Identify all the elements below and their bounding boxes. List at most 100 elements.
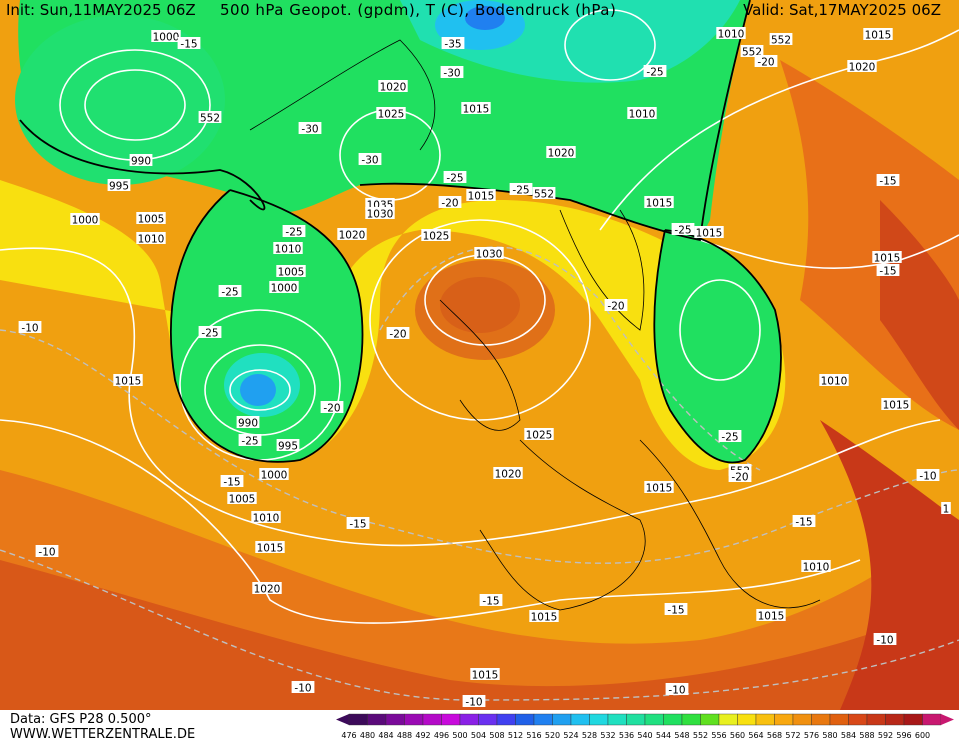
contour-label: 1005 xyxy=(227,492,257,506)
scale-swatch xyxy=(829,713,849,726)
scale-swatch xyxy=(459,713,479,726)
contour-label-text: -15 xyxy=(795,517,812,529)
contour-label-text: -25 xyxy=(285,227,302,239)
contour-label: 1015 xyxy=(466,189,496,203)
warm-region-se xyxy=(820,420,959,710)
contour-label-text: -25 xyxy=(646,67,663,79)
contour-label-text: -15 xyxy=(879,176,896,188)
scale-swatch xyxy=(922,713,942,726)
contour-label: 552 xyxy=(532,187,556,201)
scale-tick-label: 480 xyxy=(360,731,375,740)
contour-label-text: 552 xyxy=(771,35,791,47)
scale-tick-label: 504 xyxy=(471,731,486,740)
contour-label: -15 xyxy=(220,475,244,489)
contour-label: 1015 xyxy=(644,481,674,495)
contour-label-text: -15 xyxy=(223,477,240,489)
contour-label-text: 1020 xyxy=(380,82,407,94)
contour-label: 995 xyxy=(276,439,300,453)
coastlines xyxy=(249,39,821,611)
map-title: 500 hPa Geopot. (gpdm), T (C), Bodendruc… xyxy=(220,1,617,19)
contour-label-text: 1025 xyxy=(423,231,450,243)
scale-swatch xyxy=(589,713,609,726)
contour-label: -10 xyxy=(916,469,940,483)
scale-tick-label: 540 xyxy=(637,731,652,740)
scale-tick-label: 572 xyxy=(785,731,800,740)
contour-label-text: -15 xyxy=(667,605,684,617)
contour-label-text: -25 xyxy=(446,173,463,185)
contour-label-text: 1000 xyxy=(271,283,298,295)
contour-label: -15 xyxy=(876,174,900,188)
contour-label-text: 1015 xyxy=(468,191,495,203)
init-time: Init: Sun,11MAY2025 06Z xyxy=(6,1,196,19)
contour-label-text: 1010 xyxy=(138,234,165,246)
contour-label-text: 1025 xyxy=(526,430,553,442)
contour-label: 1015 xyxy=(644,196,674,210)
contour-label-text: 1000 xyxy=(261,470,288,482)
contour-label: -25 xyxy=(509,183,533,197)
scale-swatch xyxy=(570,713,590,726)
line-552-gpdm xyxy=(19,0,782,464)
contour-label-text: -20 xyxy=(607,301,624,313)
contour-label: -25 xyxy=(238,434,262,448)
scale-tick-label: 596 xyxy=(896,731,911,740)
contour-label-text: 1015 xyxy=(874,253,901,265)
contour-label-text: -20 xyxy=(389,329,406,341)
scale-swatch xyxy=(737,713,757,726)
contour-label: 1015 xyxy=(255,541,285,555)
contour-label-text: 1010 xyxy=(275,244,302,256)
contour-label-text: -15 xyxy=(180,39,197,51)
contour-label-text: 1015 xyxy=(865,30,892,42)
contour-label-text: 995 xyxy=(278,441,298,453)
scale-swatch xyxy=(700,713,720,726)
scale-tick-label: 552 xyxy=(693,731,708,740)
contour-label: 1020 xyxy=(847,60,877,74)
contour-label: -10 xyxy=(462,695,486,709)
trough-east xyxy=(654,230,781,463)
contour-label-text: -25 xyxy=(201,328,218,340)
contour-label: 1025 xyxy=(376,107,406,121)
contour-label: 1025 xyxy=(421,229,451,243)
scale-tick-label: 516 xyxy=(526,731,541,740)
contour-label: 1015 xyxy=(881,398,911,412)
color-scale: 476 480 484 488 492 496 500 504 508 512 516 520 524 5… xyxy=(336,713,954,740)
contour-label: -20 xyxy=(386,327,410,341)
contour-label: 990 xyxy=(236,416,260,430)
contour-label: 552 xyxy=(198,111,222,125)
contour-label: 1020 xyxy=(546,146,576,160)
contour-label-text: 1020 xyxy=(495,469,522,481)
contour-label: 1010 xyxy=(819,374,849,388)
contour-label: -30 xyxy=(358,153,382,167)
contour-label: -10 xyxy=(665,683,689,697)
warm-region-s xyxy=(0,560,959,710)
contour-label: 1010 xyxy=(716,27,746,41)
contour-label-text: 1015 xyxy=(758,611,785,623)
contour-label: 1010 xyxy=(251,511,281,525)
scale-tick-label: 488 xyxy=(397,731,412,740)
contour-label-text: 1005 xyxy=(229,494,256,506)
contour-label-text: 1010 xyxy=(821,376,848,388)
scale-swatch xyxy=(348,713,368,726)
contour-label: -10 xyxy=(18,321,42,335)
scale-swatch xyxy=(626,713,646,726)
contour-label: 1020 xyxy=(378,80,408,94)
scale-tick-label: 532 xyxy=(600,731,615,740)
cold-core-north-inner xyxy=(465,6,505,30)
scale-tick-label: 512 xyxy=(508,731,523,740)
contour-label-text: -10 xyxy=(21,323,38,335)
contour-label: -15 xyxy=(664,603,688,617)
contour-label: 1015 xyxy=(529,610,559,624)
contour-label: -15 xyxy=(346,517,370,531)
data-source: Data: GFS P28 0.500° xyxy=(10,712,152,727)
contour-label-text: -25 xyxy=(674,225,691,237)
contour-label: -25 xyxy=(718,430,742,444)
contour-label-text: 1000 xyxy=(72,215,99,227)
contour-label: 1015 xyxy=(470,668,500,682)
scale-swatch xyxy=(792,713,812,726)
contour-label: 1 xyxy=(941,502,951,516)
contour-label-text: -35 xyxy=(444,39,461,51)
contour-label-text: 1020 xyxy=(849,62,876,74)
contour-label: 1010 xyxy=(627,107,657,121)
scale-swatch xyxy=(552,713,572,726)
contour-label: -20 xyxy=(754,55,778,69)
contour-label-text: 1005 xyxy=(278,267,305,279)
